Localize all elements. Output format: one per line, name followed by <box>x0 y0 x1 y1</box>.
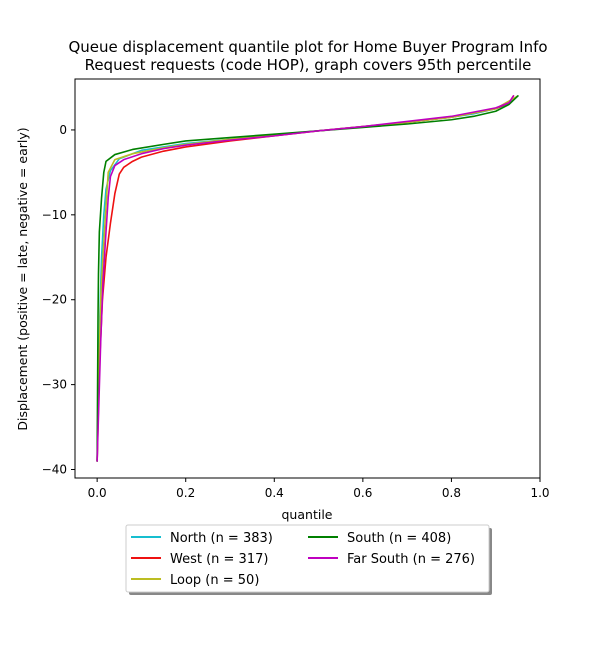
chart-title-line-1: Queue displacement quantile plot for Hom… <box>68 38 547 56</box>
x-tick-label: 0.0 <box>88 486 107 500</box>
y-tick-label: −10 <box>42 208 67 222</box>
x-tick-label: 0.6 <box>353 486 372 500</box>
legend-label-4: Far South (n = 276) <box>347 552 475 567</box>
legend-label-0: North (n = 383) <box>170 531 273 546</box>
legend-box <box>125 524 490 593</box>
x-axis-label: quantile <box>282 507 333 522</box>
series-line-3 <box>96 95 519 462</box>
legend-label-2: Loop (n = 50) <box>170 573 259 588</box>
y-axis-label: Displacement (positive = late, negative … <box>15 127 30 430</box>
y-tick-label: −30 <box>42 378 67 392</box>
series-line-4 <box>96 95 515 462</box>
plot-frame <box>74 78 541 479</box>
x-tick-label: 0.4 <box>265 486 284 500</box>
series-line-1 <box>96 95 515 462</box>
series-line-2 <box>96 95 519 462</box>
series-line-0 <box>96 95 519 462</box>
legend: North (n = 383) West (n = 317) Loop (n = 5… <box>125 524 492 595</box>
plot-area <box>96 95 519 462</box>
x-tick-label: 1.0 <box>530 486 549 500</box>
y-axis: 0 −10 −20 −30 −40 <box>42 123 75 477</box>
legend-label-3: South (n = 408) <box>347 531 451 546</box>
y-tick-label: 0 <box>59 123 67 137</box>
x-tick-label: 0.2 <box>176 486 195 500</box>
x-axis: 0.0 0.2 0.4 0.6 0.8 1.0 <box>88 478 550 500</box>
series-layer <box>96 95 519 462</box>
legend-label-1: West (n = 317) <box>170 552 268 567</box>
x-tick-label: 0.8 <box>442 486 461 500</box>
y-tick-label: −40 <box>42 463 67 477</box>
y-tick-label: −20 <box>42 293 67 307</box>
chart-title-line-2: Request requests (code HOP), graph cover… <box>85 56 532 74</box>
legend-entries: North (n = 383) West (n = 317) Loop (n = 5… <box>131 531 475 588</box>
